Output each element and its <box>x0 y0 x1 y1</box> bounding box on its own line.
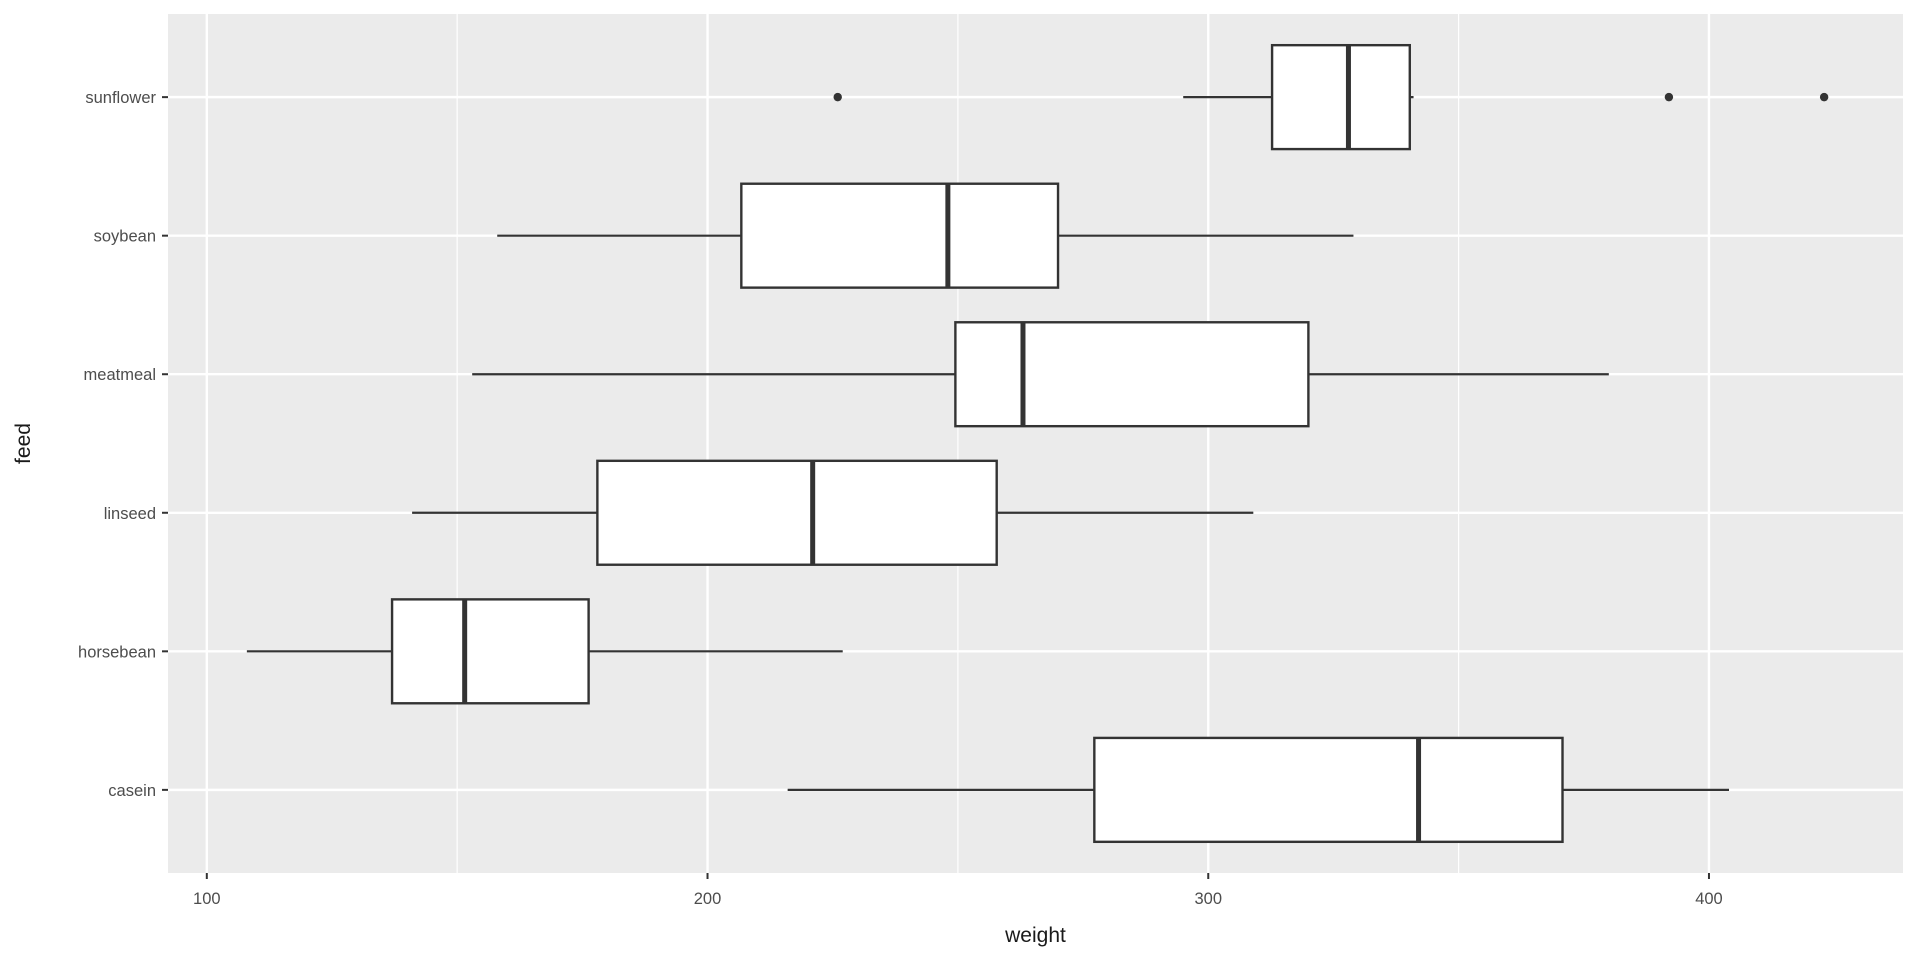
outlier-point-sunflower <box>1664 92 1674 102</box>
x-tick-label: 200 <box>694 890 722 908</box>
box-soybean <box>740 182 1060 289</box>
box-horsebean <box>390 598 590 705</box>
box-casein <box>1093 736 1564 844</box>
box-sunflower <box>1270 43 1411 151</box>
y-tick-label-casein: casein <box>108 782 156 800</box>
y-tick-label-soybean: soybean <box>94 228 156 246</box>
y-tick-label-meatmeal: meatmeal <box>84 366 156 384</box>
x-tick-label: 300 <box>1194 890 1222 908</box>
plot-area: 100 200 300 400 sunflower soybean meatmeal lins… <box>78 14 1903 908</box>
panel-background <box>168 14 1903 873</box>
x-tick-label: 100 <box>193 890 221 908</box>
outlier-point-sunflower <box>833 92 842 102</box>
box-meatmeal <box>954 321 1310 428</box>
y-tick-label-sunflower: sunflower <box>85 89 156 107</box>
y-tick-label-linseed: linseed <box>104 505 156 523</box>
y-tick-label-horsebean: horsebean <box>78 643 156 661</box>
outlier-point-sunflower <box>1819 92 1829 102</box>
x-tick-label: 400 <box>1695 890 1723 908</box>
x-axis-title: weight <box>1004 924 1066 947</box>
box-linseed <box>596 459 998 566</box>
y-axis-title: feed <box>12 423 35 464</box>
